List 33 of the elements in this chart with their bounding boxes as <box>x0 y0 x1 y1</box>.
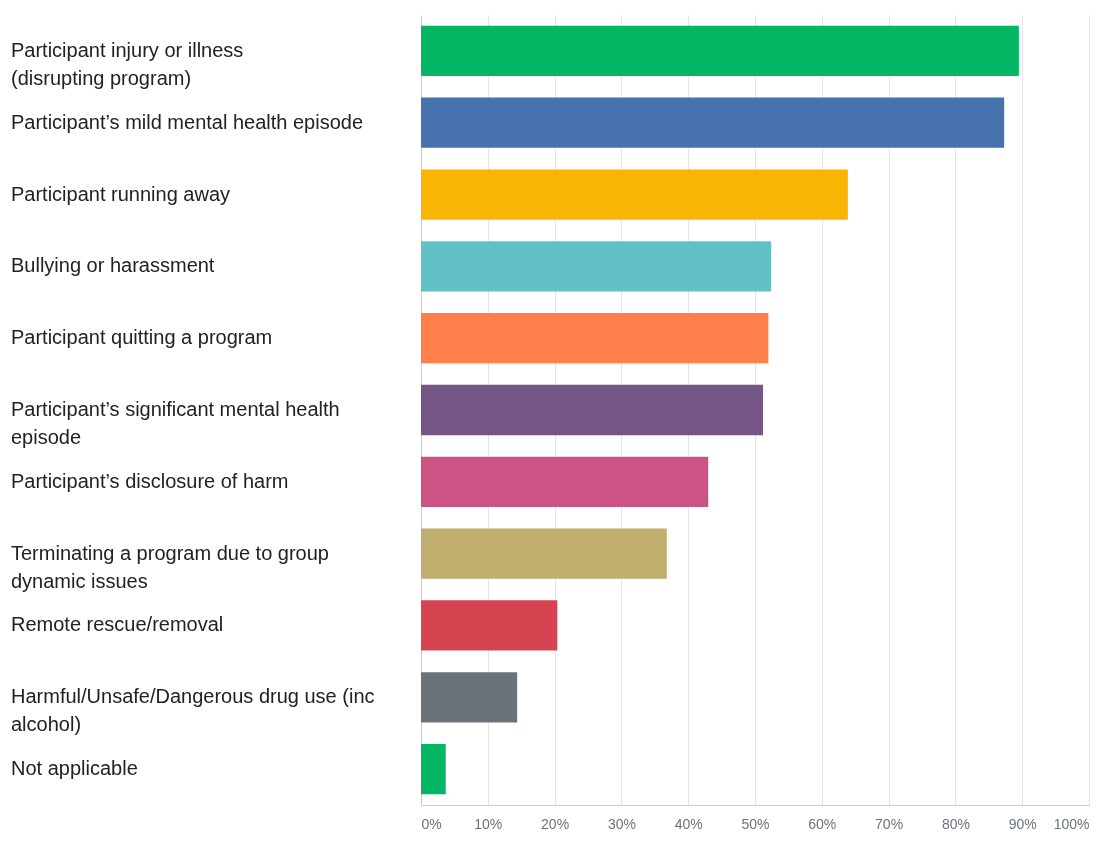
y-tick-label: Remote rescue/removal <box>11 613 224 636</box>
bar <box>421 169 848 220</box>
x-tick-label: 0% <box>421 815 442 832</box>
bar <box>421 25 1019 77</box>
bar <box>421 456 709 507</box>
y-tick-label: Not applicable <box>11 757 138 780</box>
x-tick-label: 50% <box>741 815 770 832</box>
y-tick-label: Participant’s significant mental health episode <box>11 398 340 448</box>
y-tick-label: Participant running away <box>11 182 231 205</box>
y-tick-label: Participant’s mild mental health episode <box>11 110 364 133</box>
bar <box>421 528 667 579</box>
x-tick-label: 70% <box>875 815 904 832</box>
y-tick-label: Participant’s disclosure of harm <box>11 469 289 492</box>
x-tick-label: 80% <box>941 815 970 832</box>
x-tick-label: 40% <box>674 815 703 832</box>
bar <box>421 743 446 795</box>
bar <box>421 97 1005 148</box>
bar <box>421 672 518 723</box>
y-tick-label: Participant injury or illness (disrupting program) <box>11 38 244 89</box>
x-tick-label: 100% <box>1053 815 1090 832</box>
x-tick-label: 60% <box>808 815 837 832</box>
bar <box>421 313 769 364</box>
x-tick-label: 90% <box>1008 815 1037 832</box>
bar <box>421 384 764 436</box>
bar <box>421 241 772 292</box>
y-tick-label: Bullying or harassment <box>11 254 215 277</box>
x-tick-label: 10% <box>474 815 503 832</box>
y-tick-label: Participant quitting a program <box>11 326 273 349</box>
y-tick-label: Harmful/Unsafe/Dangerous drug use (inc alcohol) <box>11 685 375 736</box>
x-tick-label: 20% <box>541 815 570 832</box>
y-tick-label: Terminating a program due to group dynamic issues <box>11 541 329 592</box>
x-tick-label: 30% <box>607 815 636 832</box>
bar <box>421 600 558 651</box>
